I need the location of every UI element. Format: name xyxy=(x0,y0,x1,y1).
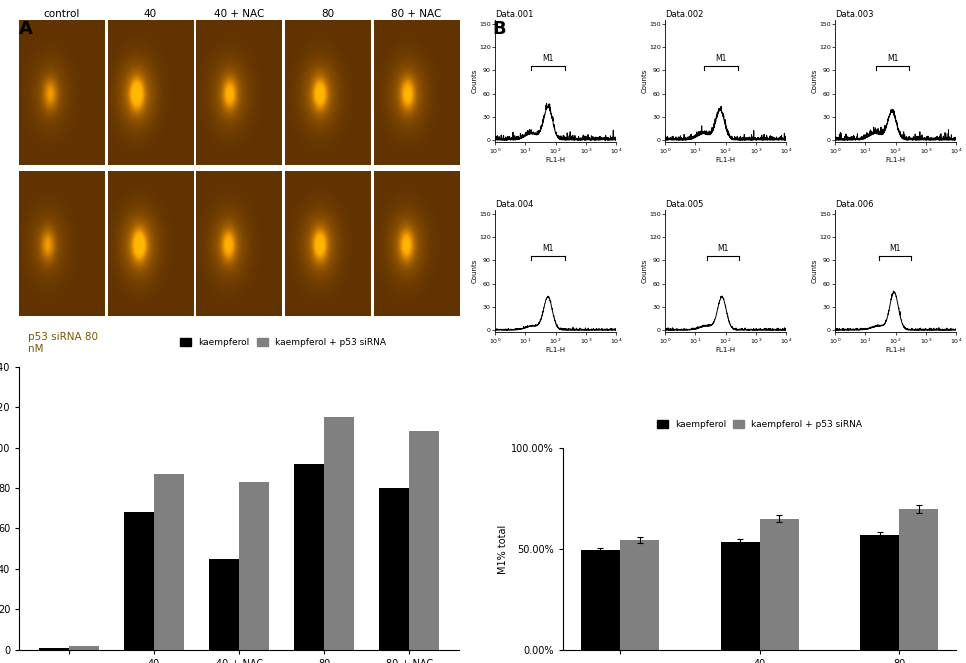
Text: M1: M1 xyxy=(542,54,554,62)
Text: M1: M1 xyxy=(718,243,729,253)
Bar xyxy=(210,559,239,650)
Y-axis label: Counts: Counts xyxy=(641,69,647,93)
Title: 80 + NAC: 80 + NAC xyxy=(391,9,441,19)
Bar xyxy=(620,540,659,650)
Bar xyxy=(759,518,799,650)
Text: Data.003: Data.003 xyxy=(835,10,873,19)
Text: Data.004: Data.004 xyxy=(495,200,533,209)
Y-axis label: Counts: Counts xyxy=(811,259,817,283)
Title: control: control xyxy=(43,9,80,19)
Y-axis label: Counts: Counts xyxy=(471,259,477,283)
Bar xyxy=(899,509,938,650)
Bar xyxy=(40,648,69,650)
Bar xyxy=(861,535,899,650)
Text: Data.005: Data.005 xyxy=(665,200,703,209)
Title: 80: 80 xyxy=(321,9,334,19)
Text: Data.002: Data.002 xyxy=(665,10,703,19)
Text: B: B xyxy=(493,20,506,38)
Y-axis label: M1% total: M1% total xyxy=(498,524,508,573)
Bar xyxy=(295,464,324,650)
Bar xyxy=(125,512,154,650)
Bar xyxy=(324,417,354,650)
Text: M1: M1 xyxy=(542,243,554,253)
X-axis label: FL1-H: FL1-H xyxy=(886,157,906,163)
X-axis label: FL1-H: FL1-H xyxy=(716,157,736,163)
Bar xyxy=(409,432,439,650)
X-axis label: FL1-H: FL1-H xyxy=(546,347,566,353)
Title: 40: 40 xyxy=(144,9,157,19)
Text: M1: M1 xyxy=(889,243,900,253)
Bar xyxy=(721,542,759,650)
Text: M1: M1 xyxy=(887,54,898,62)
Legend: kaempferol, kaempferol + p53 siRNA: kaempferol, kaempferol + p53 siRNA xyxy=(177,335,389,351)
Y-axis label: Counts: Counts xyxy=(471,69,477,93)
Text: p53 siRNA 80
nM: p53 siRNA 80 nM xyxy=(28,332,99,353)
Text: Data.006: Data.006 xyxy=(835,200,873,209)
Text: M1: M1 xyxy=(716,54,726,62)
X-axis label: FL1-H: FL1-H xyxy=(546,157,566,163)
Y-axis label: Counts: Counts xyxy=(641,259,647,283)
X-axis label: FL1-H: FL1-H xyxy=(716,347,736,353)
Y-axis label: Counts: Counts xyxy=(811,69,817,93)
Title: 40 + NAC: 40 + NAC xyxy=(213,9,265,19)
Bar xyxy=(69,646,99,650)
Bar xyxy=(154,474,184,650)
Bar xyxy=(380,488,409,650)
Bar xyxy=(239,482,269,650)
Legend: kaempferol, kaempferol + p53 siRNA: kaempferol, kaempferol + p53 siRNA xyxy=(653,416,867,433)
Text: Data.001: Data.001 xyxy=(495,10,533,19)
X-axis label: FL1-H: FL1-H xyxy=(886,347,906,353)
Bar xyxy=(581,550,620,650)
Text: A: A xyxy=(19,20,33,38)
